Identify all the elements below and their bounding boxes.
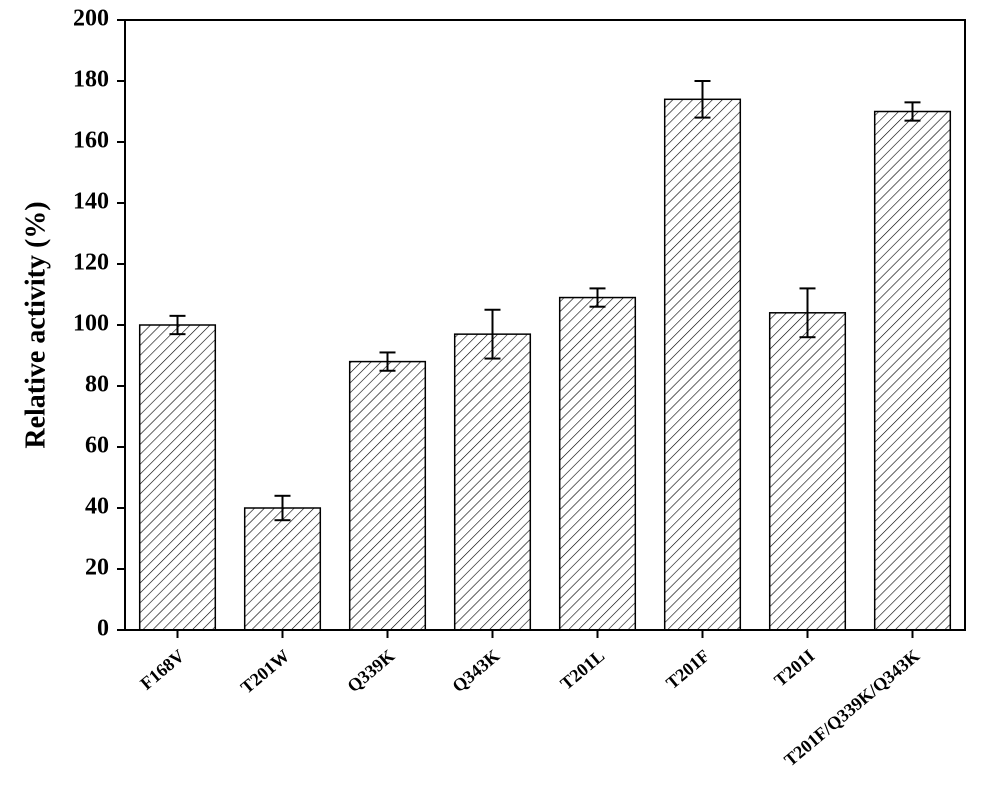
- y-axis-label: Relative activity (%): [20, 201, 51, 448]
- bar: [560, 298, 636, 630]
- y-tick-label: 0: [97, 616, 109, 642]
- bar: [455, 334, 531, 630]
- y-tick-label: 140: [73, 189, 109, 215]
- bar: [665, 99, 741, 630]
- y-tick-label: 20: [85, 555, 109, 581]
- y-tick-label: 80: [85, 372, 109, 398]
- y-tick-label: 180: [73, 67, 109, 93]
- y-tick-label: 60: [85, 433, 109, 459]
- y-tick-label: 100: [73, 311, 109, 337]
- bar: [875, 112, 951, 631]
- y-tick-label: 200: [73, 6, 109, 32]
- y-tick-label: 120: [73, 250, 109, 276]
- bar: [245, 508, 321, 630]
- y-tick-label: 40: [85, 494, 109, 520]
- bar: [140, 325, 216, 630]
- chart-container: 0 20 40 60 80 100 120 140 160 180 200 Relative acti…: [0, 0, 1000, 801]
- y-tick-label: 160: [73, 128, 109, 154]
- bar: [770, 313, 846, 630]
- bar: [350, 362, 426, 630]
